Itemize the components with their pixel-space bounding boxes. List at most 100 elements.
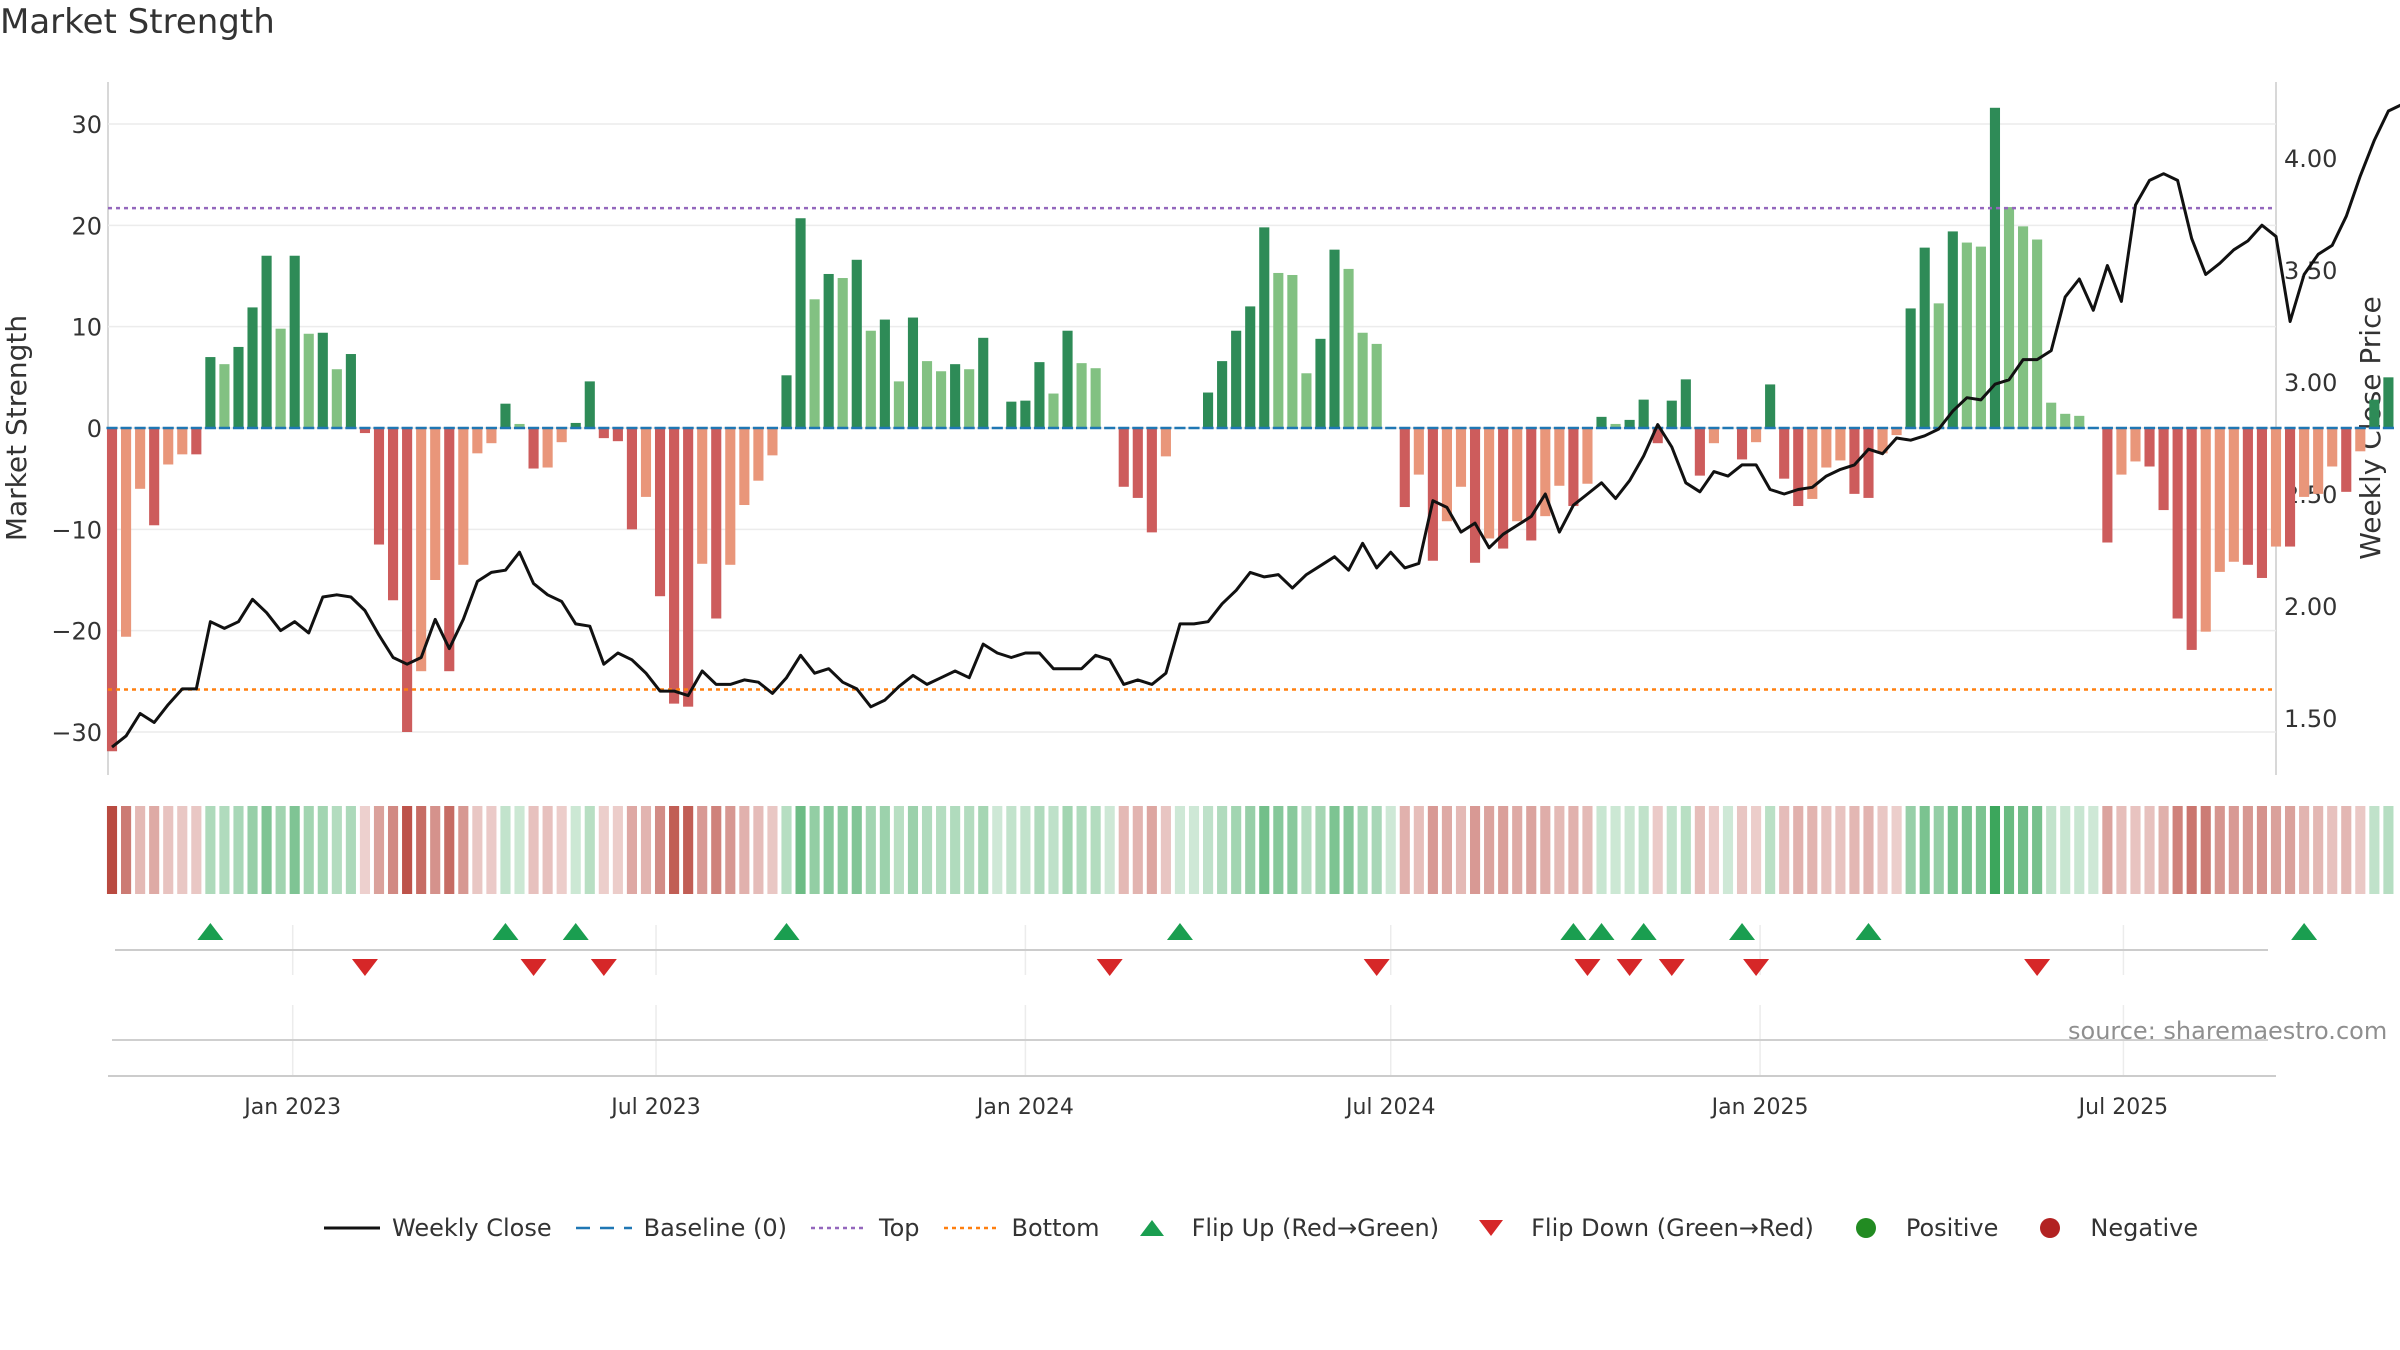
heat-strip-cell bbox=[1231, 806, 1242, 894]
heat-strip-cell bbox=[2018, 806, 2029, 894]
strength-bar bbox=[2327, 428, 2338, 467]
strength-bar bbox=[121, 428, 132, 637]
strength-bar bbox=[1203, 392, 1214, 428]
legend-label-flip-down: Flip Down (Green→Red) bbox=[1531, 1214, 1814, 1242]
legend-dashed-line-icon bbox=[575, 1226, 632, 1230]
heat-strip-cell bbox=[163, 806, 174, 894]
heat-strip-cell bbox=[1048, 806, 1059, 894]
heat-strip-cell bbox=[1736, 806, 1748, 894]
strength-bar bbox=[331, 369, 342, 428]
strength-bar bbox=[2046, 402, 2057, 428]
strength-bar bbox=[781, 375, 792, 428]
heat-strip-cell bbox=[149, 806, 160, 894]
heat-strip-cell bbox=[2327, 806, 2338, 894]
strength-bar bbox=[261, 255, 272, 428]
strength-bar bbox=[1231, 330, 1242, 428]
heat-strip-cell bbox=[1933, 806, 1944, 894]
strength-bar bbox=[345, 354, 356, 428]
strength-bar bbox=[1989, 107, 2001, 428]
strength-bar bbox=[1315, 338, 1326, 428]
strength-bar bbox=[1413, 428, 1424, 475]
heat-strip-cell bbox=[640, 806, 652, 894]
heat-strip-cell bbox=[247, 806, 258, 894]
strength-bar bbox=[865, 330, 876, 428]
heat-strip-cell bbox=[823, 806, 834, 894]
heat-strip-cell bbox=[2046, 806, 2057, 894]
strength-bar bbox=[753, 428, 764, 481]
heat-strip-cell bbox=[191, 806, 202, 894]
strength-bar bbox=[1484, 428, 1495, 539]
strength-bar bbox=[1371, 343, 1382, 428]
strength-bar bbox=[584, 381, 595, 428]
strength-bar bbox=[1554, 428, 1565, 486]
heat-strip-cell bbox=[1989, 806, 2001, 894]
heat-strip-cell bbox=[1273, 806, 1284, 894]
strength-bar bbox=[2172, 428, 2183, 619]
heat-strip-cell bbox=[416, 806, 427, 894]
strength-bar bbox=[1821, 428, 1832, 468]
heat-strip-cell bbox=[2116, 806, 2127, 894]
strength-bar bbox=[2018, 226, 2029, 428]
legend-label-positive: Positive bbox=[1905, 1214, 1999, 1242]
heat-strip-cell bbox=[359, 806, 371, 894]
heat-strip-cell bbox=[1652, 806, 1663, 894]
heat-strip-cell bbox=[317, 806, 328, 894]
heat-strip-cell bbox=[1329, 806, 1340, 894]
heat-strip-cell bbox=[1441, 806, 1452, 894]
heat-strip-cell bbox=[2355, 806, 2366, 894]
strength-bar bbox=[1245, 306, 1256, 428]
strength-bar bbox=[837, 278, 848, 428]
strength-bar bbox=[359, 428, 371, 434]
weekly-close-line bbox=[111, 103, 2400, 749]
strength-bar bbox=[669, 428, 680, 704]
flip-up-marker bbox=[773, 923, 800, 940]
legend: Weekly Close Baseline (0) Top Bottom Fli… bbox=[322, 1210, 2220, 1246]
strength-bar bbox=[823, 273, 834, 428]
strength-bar bbox=[1034, 362, 1045, 428]
legend-dotted-line-icon bbox=[811, 1226, 868, 1230]
heat-strip-cell bbox=[106, 806, 118, 894]
strength-bar bbox=[1694, 428, 1705, 476]
heat-strip-cell bbox=[2060, 806, 2071, 894]
strength-bar bbox=[528, 428, 539, 469]
strength-bar bbox=[1259, 227, 1270, 428]
flip-down-marker bbox=[1574, 959, 1601, 976]
heat-strip-cell bbox=[528, 806, 539, 894]
y-right-tick-label: 3.00 bbox=[2284, 369, 2337, 397]
heat-strip-cell bbox=[1118, 806, 1129, 894]
strength-bar bbox=[1399, 428, 1410, 508]
heat-strip-cell bbox=[1469, 806, 1481, 894]
strength-bar bbox=[2270, 428, 2282, 547]
heat-strip-cell bbox=[345, 806, 356, 894]
strength-bar bbox=[1132, 428, 1143, 498]
strength-bar bbox=[416, 428, 427, 672]
strength-bar bbox=[1779, 428, 1790, 479]
heat-strip-cell bbox=[1062, 806, 1073, 894]
heat-strip-cell bbox=[795, 806, 806, 894]
strength-bar bbox=[1736, 428, 1748, 460]
legend-label-baseline: Baseline (0) bbox=[643, 1214, 788, 1242]
flip-up-marker bbox=[492, 923, 519, 940]
heat-strip-cell bbox=[387, 806, 399, 894]
heat-strip-cell bbox=[2270, 806, 2282, 894]
heat-strip-cell bbox=[2256, 806, 2268, 894]
strength-bar bbox=[893, 381, 904, 428]
heat-strip-cell bbox=[289, 806, 300, 894]
strength-bar bbox=[2242, 428, 2253, 565]
strength-bar bbox=[936, 371, 947, 428]
strength-bar bbox=[2102, 428, 2113, 543]
strength-bar bbox=[1160, 428, 1171, 457]
flip-up-marker bbox=[1729, 923, 1756, 940]
strength-bar bbox=[500, 403, 511, 428]
strength-bar bbox=[2256, 428, 2268, 578]
heat-strip-cell bbox=[978, 806, 989, 894]
heat-strip-cell bbox=[1821, 806, 1832, 894]
legend-label-flip-up: Flip Up (Red→Green) bbox=[1191, 1214, 1440, 1242]
strength-bar bbox=[1610, 423, 1621, 428]
heat-strip-cell bbox=[879, 806, 890, 894]
strength-bar bbox=[1582, 428, 1593, 484]
strength-bar bbox=[402, 428, 413, 732]
heat-strip-cell bbox=[1315, 806, 1326, 894]
legend-label-top: Top bbox=[879, 1214, 920, 1242]
strength-bar bbox=[1638, 399, 1649, 428]
